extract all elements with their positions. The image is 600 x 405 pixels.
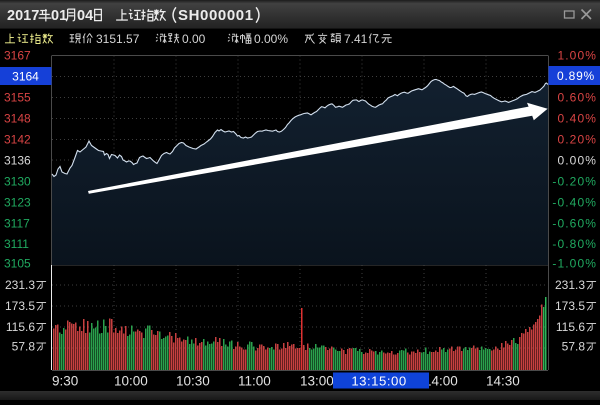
svg-text:0.00: 0.00 (182, 32, 206, 46)
svg-text:9:30: 9:30 (52, 374, 78, 389)
svg-text:3111: 3111 (4, 237, 29, 251)
svg-text:-0.40%: -0.40% (552, 195, 597, 209)
svg-text:04: 04 (77, 8, 93, 24)
svg-text:SH000001: SH000001 (178, 7, 254, 24)
svg-text:3148: 3148 (4, 112, 31, 126)
svg-text:0.40%: 0.40% (557, 112, 597, 126)
svg-text:0.89%: 0.89% (557, 69, 595, 83)
svg-text:173.5: 173.5 (5, 299, 35, 313)
svg-text:231.3: 231.3 (5, 278, 35, 292)
svg-text:3117: 3117 (4, 216, 30, 230)
svg-text:1.00%: 1.00% (557, 49, 597, 63)
svg-text:13:15:00: 13:15:00 (351, 374, 406, 389)
svg-text:57.8: 57.8 (12, 340, 36, 354)
svg-text:-0.80%: -0.80% (552, 237, 597, 251)
svg-text:3123: 3123 (4, 195, 31, 209)
svg-text:3130: 3130 (4, 174, 31, 188)
svg-text:115.6: 115.6 (6, 320, 35, 334)
svg-text:14:00: 14:00 (424, 374, 458, 389)
svg-text:0.20%: 0.20% (557, 133, 597, 147)
svg-text:0.00%: 0.00% (557, 153, 597, 167)
svg-text:7.41: 7.41 (344, 32, 368, 46)
svg-text:3151.57: 3151.57 (96, 32, 140, 46)
svg-text:3167: 3167 (4, 49, 31, 63)
svg-text:13:00: 13:00 (300, 374, 334, 389)
svg-text:3142: 3142 (4, 133, 31, 147)
svg-text:10:30: 10:30 (176, 374, 210, 389)
svg-text:231.3: 231.3 (555, 278, 585, 292)
svg-text:0.60%: 0.60% (557, 91, 597, 105)
svg-text:3155: 3155 (4, 91, 31, 105)
svg-text:01: 01 (51, 8, 67, 24)
svg-text:11:00: 11:00 (238, 374, 271, 389)
svg-text:14:30: 14:30 (486, 374, 520, 389)
svg-text:-0.20%: -0.20% (552, 174, 597, 188)
svg-text:57.8: 57.8 (562, 340, 586, 354)
svg-text:2017: 2017 (7, 8, 39, 24)
svg-text:0.00%: 0.00% (254, 32, 288, 46)
svg-text:-1.00%: -1.00% (552, 257, 597, 271)
svg-text:173.5: 173.5 (555, 299, 585, 313)
svg-text:3164: 3164 (12, 70, 39, 84)
svg-text:3105: 3105 (4, 257, 31, 271)
svg-text:3136: 3136 (4, 153, 31, 167)
svg-text:10:00: 10:00 (114, 374, 148, 389)
svg-text:-0.60%: -0.60% (552, 216, 597, 230)
svg-text:115.6: 115.6 (556, 320, 585, 334)
